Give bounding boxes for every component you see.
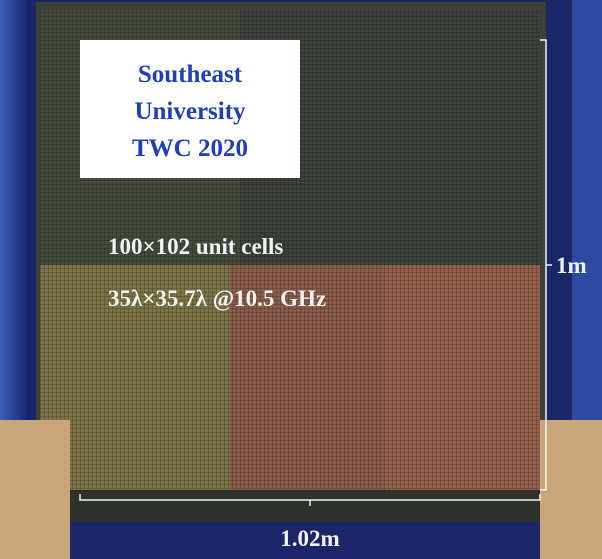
width-label: 1.02m xyxy=(280,526,339,551)
label-line: TWC 2020 xyxy=(132,135,248,162)
height-label: 1m xyxy=(556,253,587,278)
board-edge xyxy=(36,490,546,522)
label-box xyxy=(80,40,300,178)
wood-stand-right xyxy=(540,420,602,559)
width-dimension xyxy=(79,494,541,506)
label-line: Southeast xyxy=(138,61,243,88)
height-dimension xyxy=(540,39,552,491)
annotation: 35λ×35.7λ @10.5 GHz xyxy=(108,286,326,312)
wood-stand-left xyxy=(0,420,70,559)
annotation: 100×102 unit cells xyxy=(108,234,283,259)
label-line: University xyxy=(134,98,246,125)
